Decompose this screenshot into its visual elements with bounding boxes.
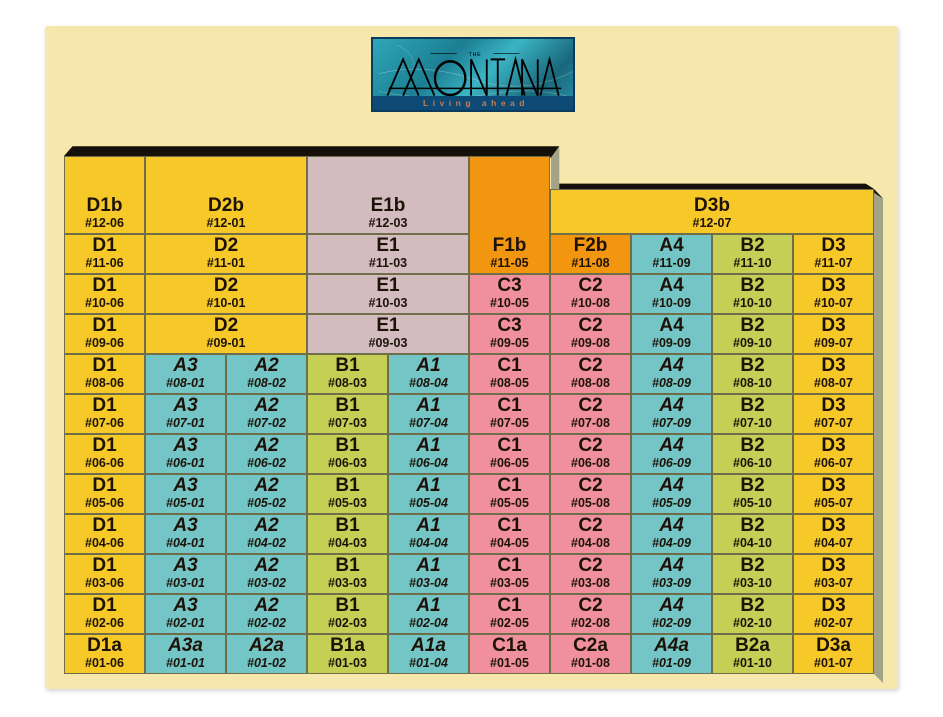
svg-text:THE: THE bbox=[469, 52, 482, 58]
